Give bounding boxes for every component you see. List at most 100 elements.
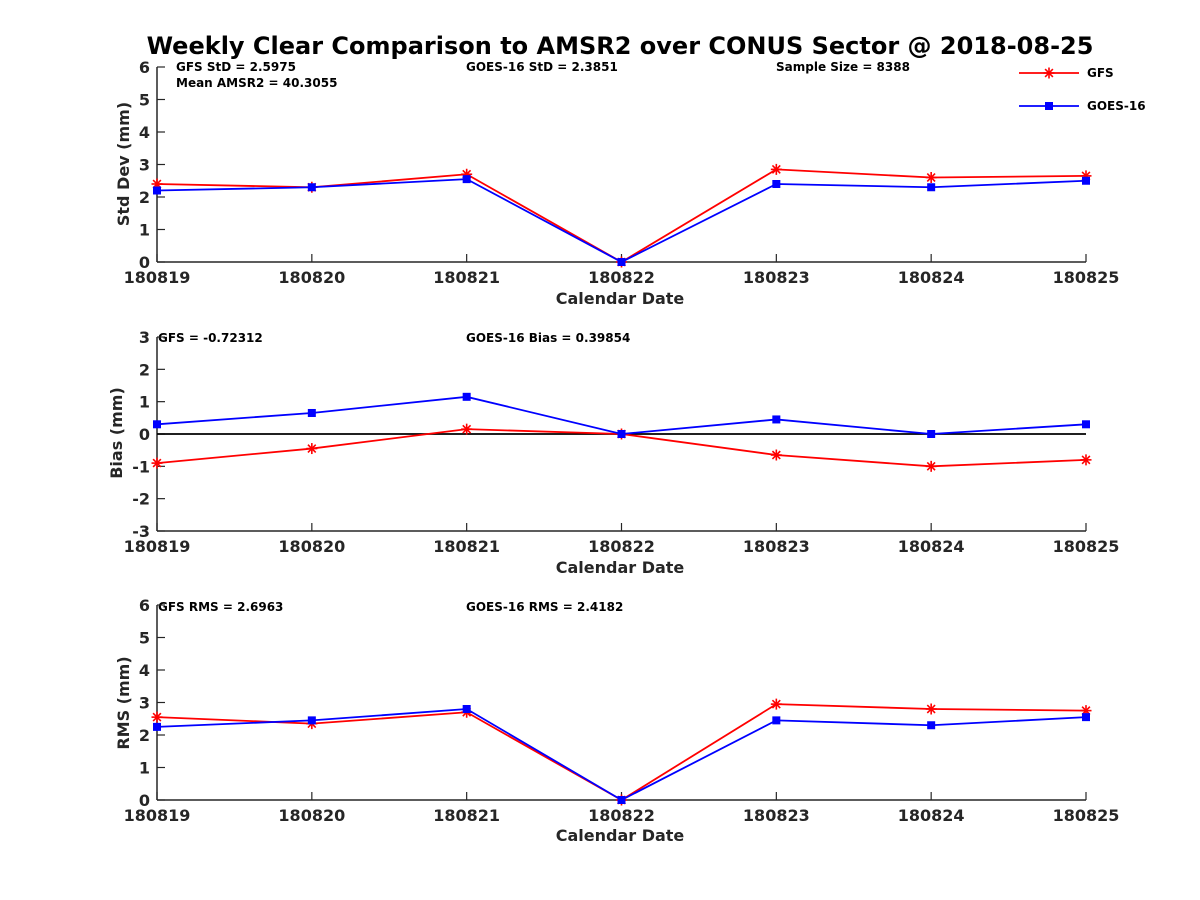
y-tick-label: 4 <box>139 123 150 142</box>
y-tick-label: -3 <box>132 522 150 541</box>
data-point-gfs <box>151 457 163 469</box>
y-tick-label: 5 <box>139 629 150 648</box>
rms-x-axis-label: Calendar Date <box>556 826 685 845</box>
series-line-goes16 <box>156 395 1087 435</box>
rms-y-axis-label: RMS (mm) <box>114 656 133 749</box>
data-point-goes16 <box>617 258 626 266</box>
series-line-gfs <box>156 168 1087 264</box>
y-tick-label: -2 <box>132 490 150 509</box>
data-point-gfs <box>770 698 782 710</box>
x-tick-label: 180819 <box>124 268 191 287</box>
x-tick-label: 180820 <box>278 537 345 556</box>
y-tick-label: 4 <box>139 661 150 680</box>
x-tick-label: 180820 <box>278 806 345 825</box>
gfs-rms-annotation: GFS RMS = 2.6963 <box>158 600 283 614</box>
sample-size-annotation: Sample Size = 8388 <box>776 60 910 74</box>
bias-y-axis-label: Bias (mm) <box>107 387 126 479</box>
x-tick-label: 180823 <box>743 537 810 556</box>
y-tick-label: 2 <box>139 726 150 745</box>
x-tick-label: 180824 <box>898 806 965 825</box>
std-dev-x-axis-label: Calendar Date <box>556 289 685 308</box>
y-tick-label: 6 <box>139 596 150 615</box>
x-tick-label: 180822 <box>588 806 655 825</box>
x-tick-label: 180822 <box>588 268 655 287</box>
y-tick-label: 0 <box>139 253 150 272</box>
y-tick-label: 6 <box>139 58 150 77</box>
x-tick-label: 180824 <box>898 537 965 556</box>
data-point-gfs <box>925 703 937 715</box>
goes16-std-annotation: GOES-16 StD = 2.3851 <box>466 60 618 74</box>
y-tick-label: 1 <box>139 393 150 412</box>
data-point-goes16 <box>462 392 471 401</box>
y-tick-label: 3 <box>139 694 150 713</box>
x-tick-label: 180820 <box>278 268 345 287</box>
data-point-goes16 <box>307 408 316 417</box>
data-point-gfs <box>925 172 937 183</box>
x-tick-label: 180825 <box>1053 537 1120 556</box>
data-point-goes16 <box>927 721 936 730</box>
x-tick-label: 180823 <box>743 806 810 825</box>
data-point-goes16 <box>1082 713 1090 722</box>
x-tick-label: 180822 <box>588 537 655 556</box>
data-point-goes16 <box>307 716 316 725</box>
data-point-goes16 <box>927 183 936 192</box>
data-point-gfs <box>461 423 473 435</box>
y-tick-label: 1 <box>139 759 150 778</box>
x-tick-label: 180823 <box>743 268 810 287</box>
x-tick-label: 180825 <box>1053 806 1120 825</box>
data-point-gfs <box>770 449 782 461</box>
data-point-gfs <box>1080 454 1092 466</box>
series-line-gfs <box>156 703 1087 802</box>
series-line-goes16 <box>156 178 1087 264</box>
x-tick-label: 180825 <box>1053 268 1120 287</box>
y-tick-label: 0 <box>139 791 150 810</box>
gfs-bias-annotation: GFS = -0.72312 <box>158 331 263 345</box>
y-tick-label: 1 <box>139 221 150 240</box>
gfs-std-annotation: GFS StD = 2.5975 <box>176 60 296 74</box>
rms-panel: GFS RMS = 2.6963 GOES-16 RMS = 2.4182 Ca… <box>114 596 1119 845</box>
x-tick-label: 180824 <box>898 268 965 287</box>
y-tick-label: 2 <box>139 360 150 379</box>
data-point-goes16 <box>153 722 161 731</box>
data-point-goes16 <box>1082 176 1090 185</box>
legend-label-goes16: GOES-16 <box>1087 99 1146 113</box>
mean-amsr2-annotation: Mean AMSR2 = 40.3055 <box>176 76 337 90</box>
data-point-goes16 <box>772 180 781 188</box>
bias-x-axis-label: Calendar Date <box>556 558 685 577</box>
data-point-gfs <box>925 460 937 472</box>
y-tick-label: 0 <box>139 425 150 444</box>
data-point-gfs <box>770 163 782 175</box>
bias-panel: GFS = -0.72312 GOES-16 Bias = 0.39854 Ca… <box>107 328 1119 577</box>
y-tick-label: 3 <box>139 156 150 175</box>
data-point-goes16 <box>462 705 471 713</box>
data-point-goes16 <box>772 415 781 424</box>
x-tick-label: 180821 <box>433 806 500 825</box>
x-tick-label: 180819 <box>124 537 191 556</box>
legend-item-goes16: GOES-16 <box>1019 99 1146 113</box>
legend: GFS GOES-16 <box>1019 66 1146 113</box>
data-point-goes16 <box>1082 420 1090 429</box>
y-tick-label: 5 <box>139 91 150 110</box>
std-dev-panel: GFS StD = 2.5975 Mean AMSR2 = 40.3055 GO… <box>114 58 1119 308</box>
data-point-goes16 <box>927 430 936 438</box>
x-tick-label: 180821 <box>433 268 500 287</box>
data-point-goes16 <box>462 175 471 184</box>
y-tick-label: 2 <box>139 188 150 207</box>
legend-marker-sample <box>1043 67 1055 79</box>
legend-label-gfs: GFS <box>1087 66 1114 80</box>
data-point-goes16 <box>153 186 161 195</box>
std-dev-y-axis-label: Std Dev (mm) <box>114 102 133 226</box>
data-point-gfs <box>151 711 163 723</box>
x-tick-label: 180819 <box>124 806 191 825</box>
data-point-goes16 <box>617 796 626 804</box>
chart-title: Weekly Clear Comparison to AMSR2 over CO… <box>147 32 1094 60</box>
goes16-bias-annotation: GOES-16 Bias = 0.39854 <box>466 331 630 345</box>
y-tick-label: 3 <box>139 328 150 347</box>
data-point-goes16 <box>153 420 161 429</box>
data-point-goes16 <box>307 183 316 192</box>
data-point-goes16 <box>772 716 781 725</box>
legend-marker-sample <box>1045 102 1053 110</box>
data-point-gfs <box>306 443 318 455</box>
data-point-goes16 <box>617 430 626 438</box>
